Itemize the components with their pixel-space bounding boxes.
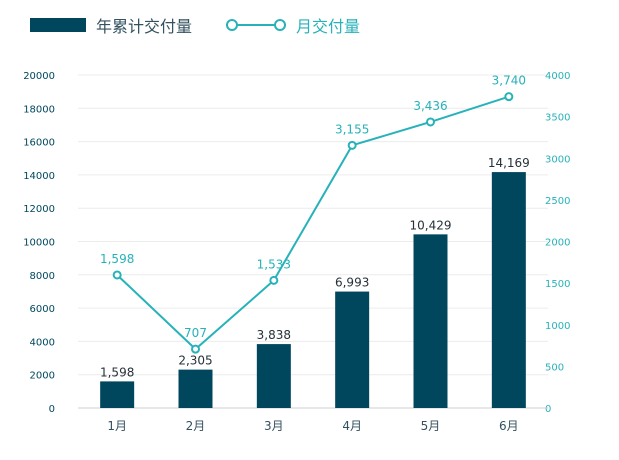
bar: [491, 172, 526, 408]
y-right-tick-label: 0: [545, 404, 551, 415]
bar: [100, 381, 135, 408]
line-value-label: 3,436: [413, 99, 447, 113]
chart-legend: 年累计交付量 月交付量: [30, 12, 394, 38]
y-left-tick-label: 16000: [23, 138, 55, 149]
x-tick-label: 3月: [264, 419, 284, 433]
bar: [178, 369, 213, 408]
y-left-tick-label: 14000: [23, 171, 55, 182]
y-right-tick-label: 500: [545, 362, 564, 373]
y-left-tick-label: 20000: [23, 71, 55, 82]
line-point: [112, 270, 122, 280]
line-value-label: 1,598: [100, 252, 134, 266]
y-left-tick-label: 12000: [23, 204, 55, 215]
y-left-tick-label: 0: [49, 404, 55, 415]
bar: [256, 344, 291, 408]
bar-value-label: 1,598: [100, 365, 134, 379]
y-right-tick-label: 2500: [545, 196, 570, 207]
bar: [335, 291, 370, 408]
line-value-label: 1,533: [257, 257, 291, 271]
legend-bar-swatch: [30, 18, 86, 32]
legend-item-cumulative[interactable]: 年累计交付量: [30, 13, 192, 37]
bar-value-label: 2,305: [178, 354, 212, 368]
legend-label-cumulative: 年累计交付量: [96, 17, 193, 36]
legend-label-monthly: 月交付量: [296, 17, 361, 36]
legend-line-marker-icon: [226, 19, 287, 31]
x-tick-label: 5月: [421, 419, 441, 433]
y-right-tick-label: 3500: [545, 113, 570, 124]
line-point: [504, 92, 514, 102]
y-left-tick-label: 8000: [30, 271, 55, 282]
y-left-tick-label: 18000: [23, 104, 55, 115]
legend-item-monthly[interactable]: 月交付量: [226, 13, 360, 37]
x-tick-label: 6月: [499, 419, 519, 433]
y-left-tick-label: 6000: [30, 304, 55, 315]
line-point: [269, 275, 279, 285]
y-right-tick-label: 2000: [545, 238, 570, 249]
bar-value-label: 10,429: [410, 218, 452, 232]
bar-value-label: 14,169: [488, 156, 530, 170]
bar-value-label: 3,838: [257, 328, 291, 342]
line-point: [347, 140, 357, 150]
line-value-label: 3,740: [492, 74, 526, 88]
x-tick-label: 1月: [107, 419, 127, 433]
y-left-tick-label: 2000: [30, 371, 55, 382]
y-right-tick-label: 1500: [545, 279, 570, 290]
y-right-tick-label: 4000: [545, 71, 570, 82]
y-right-tick-label: 3000: [545, 154, 570, 165]
monthly-line: [116, 95, 510, 351]
y-right-tick-label: 1000: [545, 321, 570, 332]
line-point: [426, 117, 435, 127]
line-value-label: 3,155: [335, 122, 369, 136]
y-left-tick-label: 10000: [23, 238, 55, 249]
x-tick-label: 2月: [186, 419, 206, 433]
x-tick-label: 4月: [342, 419, 362, 433]
line-point: [191, 344, 200, 354]
bar: [413, 234, 448, 408]
line-value-label: 707: [184, 326, 207, 340]
y-left-tick-label: 4000: [30, 337, 55, 348]
bar-value-label: 6,993: [335, 276, 369, 290]
